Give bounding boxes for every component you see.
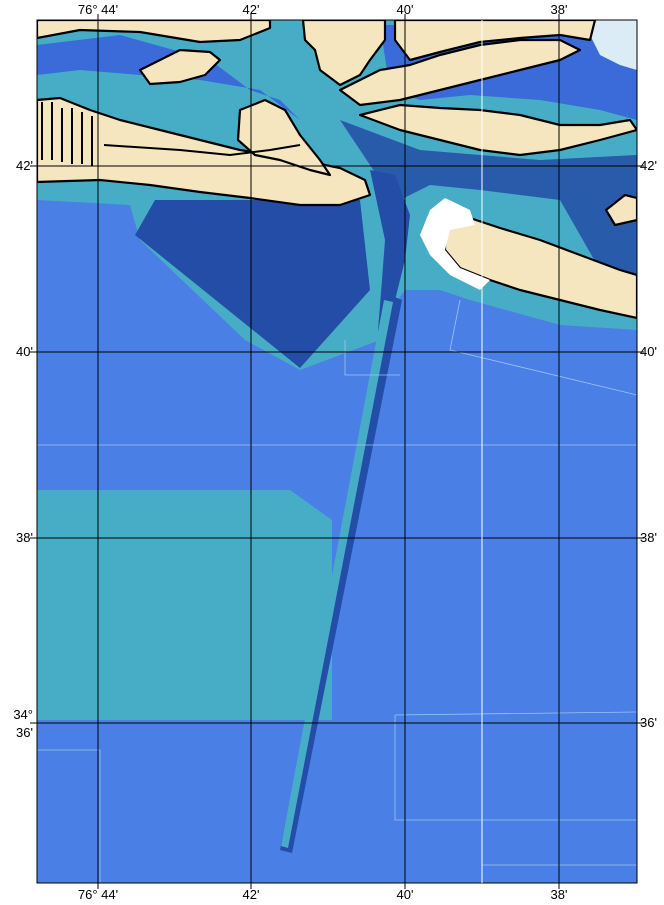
island-center-north [338, 38, 582, 107]
latitude-label-left: 34° [13, 707, 33, 722]
entrance-channel-inner [281, 300, 393, 848]
island-north-west [138, 48, 222, 86]
latitude-label-right: 40' [640, 344, 657, 359]
mainland-center [301, 20, 387, 87]
ice-area [590, 20, 637, 70]
mainland-strip-north [37, 20, 272, 44]
latitude-label-left: 36' [16, 725, 33, 740]
shallow-shelf-area [37, 490, 332, 720]
sound-deep-water [340, 120, 637, 290]
latitude-label-left: 40' [16, 344, 33, 359]
longitude-label-top: 76° 44' [78, 2, 118, 17]
canal-development [41, 102, 301, 166]
latitude-label-right: 42' [640, 158, 657, 173]
latitude-label-left: 42' [16, 158, 33, 173]
longitude-label-bottom: 42' [243, 887, 260, 902]
inlet-channel [370, 170, 410, 345]
small-island-east [604, 193, 637, 227]
latitude-label-right: 38' [640, 530, 657, 545]
sound-deep-water [37, 35, 300, 120]
map-frame [36, 19, 638, 884]
longitude-label-bottom: 76° 44' [78, 887, 118, 902]
longitude-label-top: 38' [551, 2, 568, 17]
longitude-label-top: 40' [397, 2, 414, 17]
marsh-island-east [358, 103, 637, 157]
island-center [236, 98, 332, 177]
latitude-label-right: 36' [640, 715, 657, 730]
inlet-spit-white [420, 198, 490, 290]
mainland-east [393, 20, 597, 62]
longitude-label-top: 42' [243, 2, 260, 17]
graticule [30, 14, 644, 889]
latitude-label-left: 38' [16, 530, 33, 545]
longitude-label-bottom: 38' [551, 887, 568, 902]
anchorage-deep-area [135, 200, 370, 368]
longitude-label-bottom: 40' [397, 887, 414, 902]
